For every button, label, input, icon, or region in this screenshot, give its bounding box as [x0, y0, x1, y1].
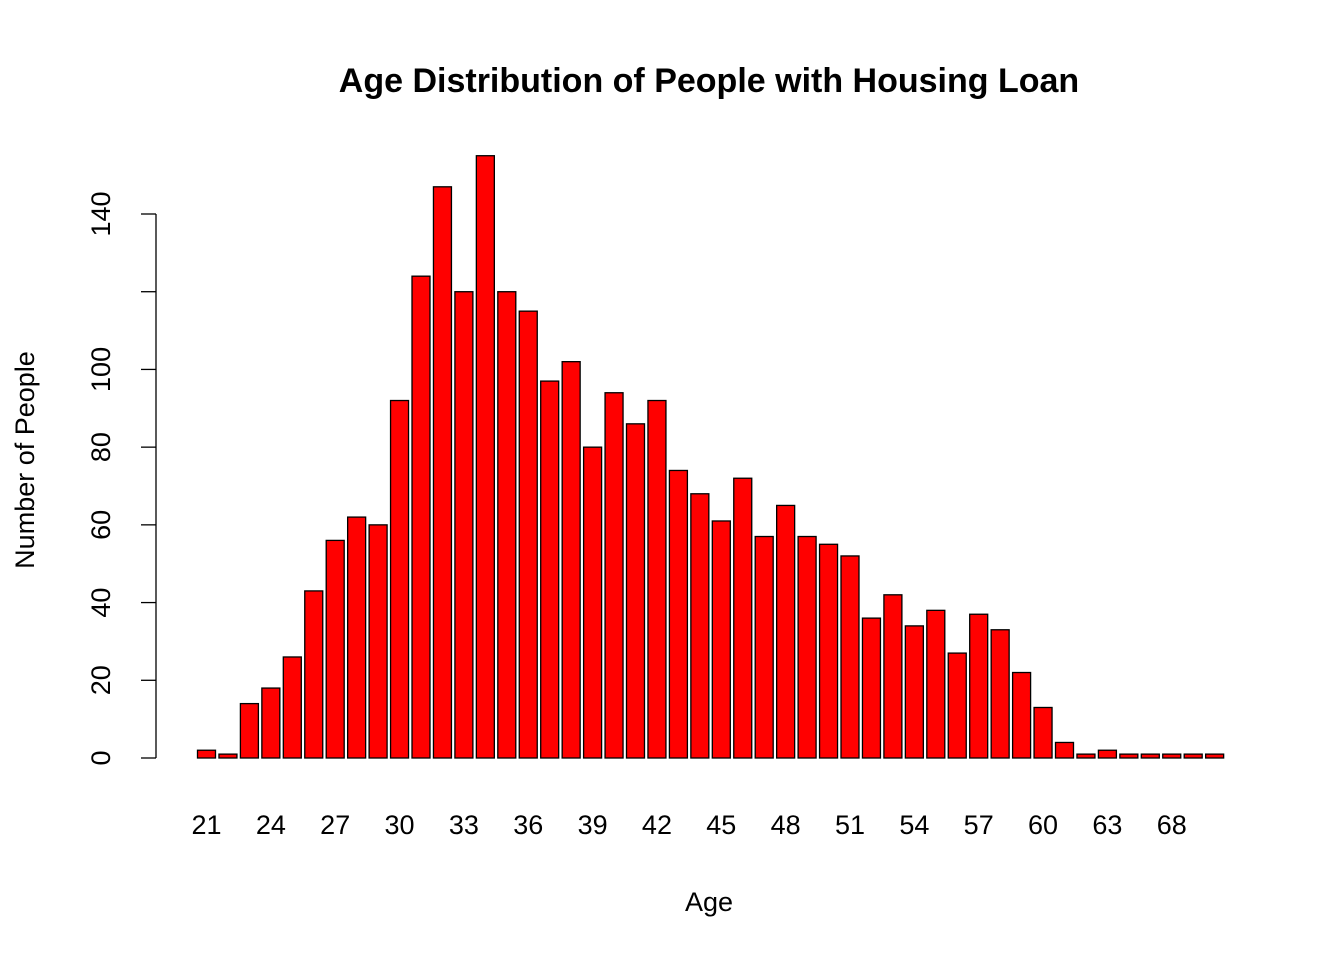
bar-age-42 — [647, 399, 667, 759]
bar-age-55 — [926, 609, 946, 759]
x-tick-label: 68 — [1157, 810, 1187, 840]
bar-age-31 — [411, 275, 431, 759]
bar-age-41 — [625, 423, 646, 759]
bar-age-38 — [561, 361, 581, 759]
x-tick-labels: 21 24 27 30 33 36 39 42 45 48 51 54 57 60 63 68 — [191, 810, 1186, 840]
bar-age-44 — [690, 493, 710, 759]
bar-age-21 — [196, 749, 217, 759]
x-tick-label: 63 — [1092, 810, 1122, 840]
bar-age-50 — [818, 543, 839, 759]
bar-age-25 — [282, 656, 302, 759]
bar-age-49 — [797, 535, 817, 759]
bar-age-57 — [969, 613, 989, 759]
bar-age-48 — [776, 504, 796, 759]
bar-age-36 — [518, 310, 538, 759]
bar-age-70 — [1183, 753, 1203, 759]
y-tick-label: 80 — [86, 432, 116, 462]
y-tick-label: 40 — [86, 588, 116, 618]
bar-age-67 — [1140, 753, 1160, 759]
x-tick-label: 51 — [835, 810, 865, 840]
x-tick-label: 48 — [771, 810, 801, 840]
bar-age-35 — [497, 291, 517, 759]
bar-age-22 — [218, 753, 238, 759]
bar-age-32 — [432, 186, 453, 759]
y-tick-label: 140 — [86, 191, 116, 236]
bar-age-63 — [1097, 749, 1118, 759]
bar-age-24 — [261, 687, 281, 759]
x-axis-label: Age — [685, 887, 733, 917]
bar-age-28 — [346, 516, 367, 759]
x-tick-label: 57 — [964, 810, 994, 840]
bar-age-54 — [904, 625, 924, 759]
bar-age-52 — [861, 617, 882, 759]
bar-age-51 — [840, 555, 860, 759]
x-tick-label: 45 — [706, 810, 736, 840]
bar-age-62 — [1076, 753, 1096, 759]
bar-age-61 — [1054, 741, 1075, 759]
x-tick-label: 36 — [513, 810, 543, 840]
bar-age-37 — [540, 380, 560, 759]
bar-age-45 — [711, 520, 731, 759]
x-tick-label: 42 — [642, 810, 672, 840]
x-tick-label: 24 — [256, 810, 286, 840]
bar-age-34 — [475, 155, 496, 759]
x-tick-label: 30 — [385, 810, 415, 840]
bar-age-27 — [325, 539, 345, 759]
bar-age-64 — [1119, 753, 1139, 759]
bar-age-26 — [304, 590, 324, 759]
bar-age-43 — [668, 469, 689, 759]
chart-title: Age Distribution of People with Housing … — [339, 62, 1079, 100]
bar-age-47 — [754, 535, 774, 759]
bar-age-39 — [582, 446, 603, 759]
bar-age-59 — [1011, 671, 1032, 759]
bar-age-58 — [990, 629, 1010, 759]
bar-age-56 — [947, 652, 967, 759]
bar-age-46 — [733, 477, 753, 759]
bar-age-53 — [883, 594, 903, 759]
bar-age-30 — [389, 399, 410, 759]
bar-age-60 — [1033, 706, 1053, 759]
y-axis-label: Number of People — [10, 351, 40, 569]
bar-age-71 — [1205, 753, 1225, 759]
bar-age-29 — [368, 524, 388, 759]
bar-age-33 — [454, 291, 474, 759]
y-tick-label: 100 — [86, 347, 116, 392]
x-tick-label: 54 — [899, 810, 929, 840]
bar-age-40 — [604, 392, 624, 759]
y-axis: 0 20 40 60 80 100 140 — [86, 191, 157, 766]
y-tick-label: 20 — [86, 665, 116, 695]
x-tick-label: 60 — [1028, 810, 1058, 840]
x-tick-label: 27 — [320, 810, 350, 840]
bars — [196, 155, 1225, 759]
y-tick-label: 0 — [86, 750, 116, 765]
bar-age-23 — [239, 702, 260, 759]
y-tick-label: 60 — [86, 510, 116, 540]
bar-age-68 — [1162, 753, 1182, 759]
x-tick-label: 39 — [578, 810, 608, 840]
x-tick-label: 21 — [191, 810, 221, 840]
x-tick-label: 33 — [449, 810, 479, 840]
